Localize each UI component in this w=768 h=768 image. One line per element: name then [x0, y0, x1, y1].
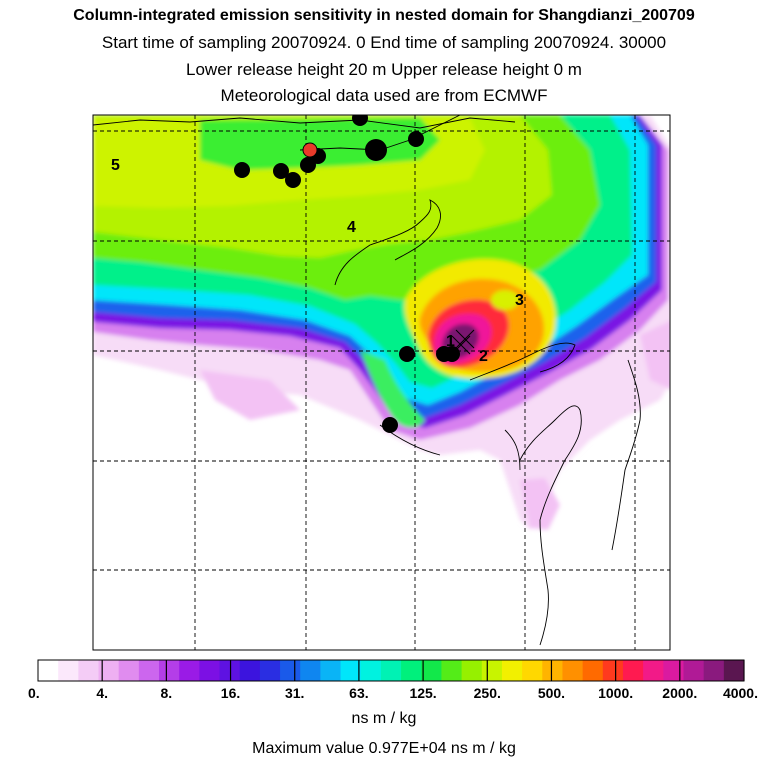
- colorbar-swatch: [239, 660, 261, 681]
- colorbar-swatch: [582, 660, 604, 681]
- colorbar-tick-label: 63.: [349, 685, 368, 701]
- coastline-east: [469, 342, 576, 381]
- trajectory-point: [365, 139, 387, 161]
- trajectory-point: [234, 162, 250, 178]
- colorbar-units: ns m / kg: [351, 710, 417, 727]
- colorbar-swatch: [542, 660, 564, 681]
- colorbar-tick-label: 125.: [409, 685, 436, 701]
- colorbar-swatch: [360, 660, 382, 681]
- receptor-marker: [302, 142, 318, 158]
- lat-lon-grid: [93, 115, 670, 650]
- colorbar-tick-label: 8.: [161, 685, 173, 701]
- colorbar-swatch: [138, 660, 160, 681]
- trajectory-point: [273, 163, 289, 179]
- colorbar-swatch: [683, 660, 705, 681]
- coastline-north: [93, 117, 516, 129]
- colorbar-swatch: [199, 660, 221, 681]
- colorbar-tick-label: 1000.: [598, 685, 633, 701]
- colorbar-swatch: [380, 660, 402, 681]
- coastline-bohai: [334, 199, 441, 286]
- colorbar-tick-label: 4000.: [723, 685, 758, 701]
- colorbar-swatch: [461, 660, 483, 681]
- colorbar-tick-label: 31.: [285, 685, 304, 701]
- colorbar-swatch: [58, 660, 79, 681]
- colorbar-swatch: [562, 660, 584, 681]
- colorbar-swatch: [522, 660, 543, 681]
- colorbar-swatch: [723, 660, 745, 681]
- colorbar-tick-label: 4.: [96, 685, 108, 701]
- colorbar-swatch: [703, 660, 725, 681]
- coastline-korea-w: [504, 429, 521, 471]
- colorbar-tick-label: 250.: [474, 685, 501, 701]
- colorbar-tick-label: 16.: [221, 685, 240, 701]
- met-data-line: Meteorological data used are from ECMWF: [220, 86, 548, 105]
- colorbar-swatch: [159, 660, 180, 681]
- border-inner: [299, 115, 461, 151]
- colorbar-swatch: [280, 660, 301, 681]
- colorbar: [37, 659, 745, 682]
- trajectory-label: 3: [515, 292, 524, 309]
- colorbar-swatch: [118, 660, 140, 681]
- trajectory-label-group: 5 4 3 2 1: [111, 157, 524, 365]
- colorbar-tick-labels: 0. 4. 8. 16. 31. 63. 125. 250. 500. 1000. 2000. 400…: [28, 685, 758, 701]
- colorbar-swatch: [481, 660, 503, 681]
- colorbar-swatch: [340, 660, 362, 681]
- trajectory-point: [399, 346, 415, 362]
- sampling-time-line: Start time of sampling 20070924. 0 End t…: [101, 33, 667, 52]
- colorbar-swatch: [441, 660, 463, 681]
- colorbar-swatch: [38, 660, 59, 681]
- colorbar-swatch: [421, 660, 443, 681]
- colorbar-tick-label: 2000.: [662, 685, 697, 701]
- chart-title: Column-integrated emission sensitivity i…: [73, 7, 695, 24]
- colorbar-swatch: [622, 660, 644, 681]
- plot-frame: [92, 114, 671, 651]
- colorbar-swatch: [663, 660, 685, 681]
- colorbar-swatch: [643, 660, 664, 681]
- colorbar-tick-label: 500.: [538, 685, 565, 701]
- trajectory-label: 5: [111, 157, 120, 174]
- colorbar-swatch: [602, 660, 624, 681]
- trajectory-label: 2: [479, 348, 488, 365]
- colorbar-swatch: [259, 660, 281, 681]
- colorbar-swatch: [300, 660, 321, 681]
- trajectory-point: [352, 115, 368, 126]
- colorbar-swatch: [401, 660, 422, 681]
- colorbar-swatch: [179, 660, 200, 681]
- release-cross-hatch: [451, 329, 475, 355]
- colorbar-frame: [37, 659, 745, 682]
- colorbar-swatch: [320, 660, 342, 681]
- coastline-korea: [519, 405, 582, 646]
- colorbar-swatch: [501, 660, 523, 681]
- trajectory-point: [300, 157, 316, 173]
- field-swirl-eye: [491, 290, 519, 310]
- release-height-line: Lower release height 20 m Upper release …: [186, 60, 582, 79]
- trajectory-point: [285, 172, 301, 188]
- maximum-value: Maximum value 0.977E+04 ns m / kg: [252, 740, 516, 757]
- colorbar-swatch: [98, 660, 120, 681]
- coastline-japan: [611, 359, 641, 551]
- field-pink-patch-3: [200, 370, 300, 420]
- trajectory-label: 1: [446, 333, 455, 350]
- field-plume-tail: [360, 350, 425, 428]
- colorbar-swatch: [219, 660, 241, 681]
- coastlines: [93, 115, 641, 646]
- trajectory-point: [408, 131, 424, 147]
- trajectory-point: [382, 417, 398, 433]
- colorbar-tick-label: 0.: [28, 685, 40, 701]
- field-pink-patch-2: [640, 320, 670, 390]
- trajectory-label: 4: [347, 219, 356, 236]
- colorbar-swatch: [78, 660, 100, 681]
- field-layers: 5 4 3 2 1: [93, 115, 670, 650]
